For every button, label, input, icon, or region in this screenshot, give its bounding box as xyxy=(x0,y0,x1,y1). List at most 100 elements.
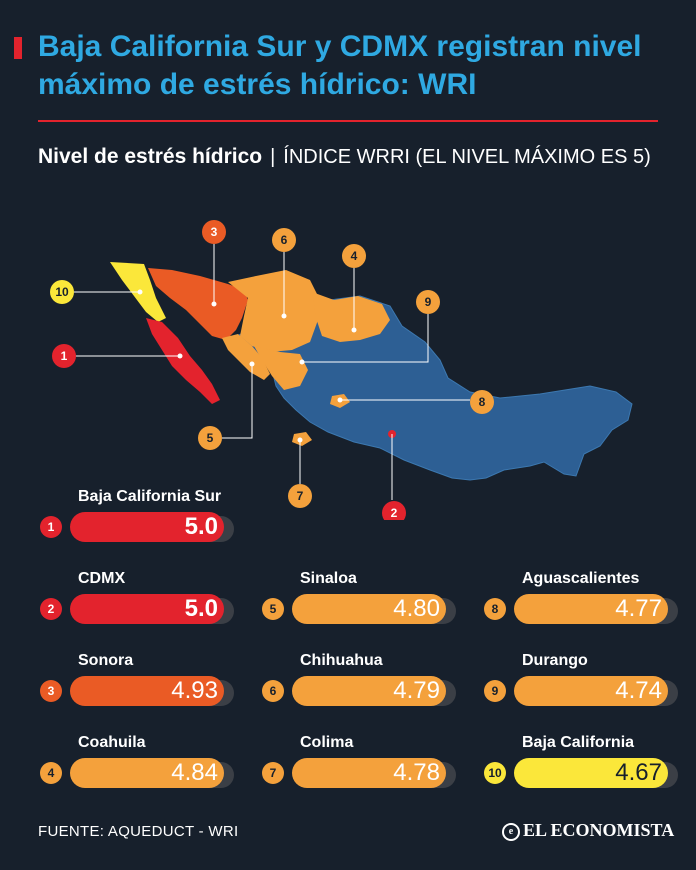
map-region-durango xyxy=(254,346,308,390)
entry-value: 4.79 xyxy=(393,677,440,704)
ranking-entry: Durango 9 4.74 xyxy=(484,652,684,712)
entry-name: Baja California xyxy=(522,734,635,751)
leader-dot-6 xyxy=(281,313,287,319)
mexico-map: 10 1 3 6 4 9 8 5 7 2 xyxy=(50,220,633,520)
ranking-entry: Aguascalientes 8 4.77 xyxy=(484,570,684,630)
leader-dot-4 xyxy=(351,327,357,333)
entry-value-bar: 5.0 xyxy=(70,594,224,624)
map-badge-2-label: 2 xyxy=(391,506,398,520)
title-accent-bar xyxy=(14,37,22,59)
subtitle-separator: | xyxy=(270,146,276,168)
leader-dot-9 xyxy=(299,359,305,365)
map-badge-5-label: 5 xyxy=(207,431,214,445)
entry-value: 4.93 xyxy=(171,677,218,704)
map-badge-1-label: 1 xyxy=(61,349,68,363)
entry-rank-badge: 1 xyxy=(40,516,62,538)
ranking-entry: Chihuahua 6 4.79 xyxy=(262,652,462,712)
ranking-entry: Sonora 3 4.93 xyxy=(40,652,240,712)
entry-name: Colima xyxy=(300,734,354,751)
map-badge-9-label: 9 xyxy=(425,295,432,309)
brand-logo: e EL ECONOMISTA xyxy=(502,820,674,841)
chart-subtitle: Nivel de estrés hídrico | ÍNDICE WRRI (EL … xyxy=(38,143,658,171)
map-region-coahuila xyxy=(312,292,390,342)
map-badge-7 xyxy=(288,484,312,508)
map-badge-10-label: 10 xyxy=(55,285,69,299)
entry-value: 4.84 xyxy=(171,759,218,786)
map-badge-3 xyxy=(202,220,226,244)
e-circle-icon: e xyxy=(502,823,520,841)
entry-rank-badge: 4 xyxy=(40,762,62,784)
entry-rank-badge: 9 xyxy=(484,680,506,702)
entry-value: 4.74 xyxy=(615,677,662,704)
leader-dot-5 xyxy=(249,361,255,367)
map-badge-10 xyxy=(50,280,74,304)
entry-name: Coahuila xyxy=(78,734,146,751)
map-badge-4 xyxy=(342,244,366,268)
entry-value-bar: 4.77 xyxy=(514,594,668,624)
entry-rank-badge: 3 xyxy=(40,680,62,702)
entry-value-bar: 4.79 xyxy=(292,676,446,706)
leader-dot-10 xyxy=(137,289,143,295)
entry-name: Baja California Sur xyxy=(78,488,222,505)
map-badge-3-label: 3 xyxy=(211,225,218,239)
entry-name: Aguascalientes xyxy=(522,570,640,587)
map-badge-7-label: 7 xyxy=(297,489,304,503)
map-region-chihuahua xyxy=(228,270,320,352)
map-badge-1 xyxy=(52,344,76,368)
entry-value-bar: 4.74 xyxy=(514,676,668,706)
entry-name: Sinaloa xyxy=(300,570,357,587)
map-region-sonora xyxy=(148,268,248,340)
map-badge-5 xyxy=(198,426,222,450)
leader-dot-7 xyxy=(297,437,303,443)
subtitle-rest: ÍNDICE WRRI (EL NIVEL MÁXIMO ES 5) xyxy=(283,146,651,168)
entry-value: 5.0 xyxy=(184,513,218,540)
entry-name: Sonora xyxy=(78,652,134,669)
map-badge-8-label: 8 xyxy=(479,395,486,409)
map-badge-8 xyxy=(470,390,494,414)
ranking-entry: Baja California 10 4.67 xyxy=(484,734,684,794)
entry-value-bar: 4.84 xyxy=(70,758,224,788)
entry-value-bar: 5.0 xyxy=(70,512,224,542)
entry-value-bar: 4.93 xyxy=(70,676,224,706)
brand-name: EL ECONOMISTA xyxy=(523,820,675,840)
entry-rank-badge: 8 xyxy=(484,598,506,620)
entry-rank-badge: 7 xyxy=(262,762,284,784)
ranking-entry: Colima 7 4.78 xyxy=(262,734,462,794)
entry-value: 5.0 xyxy=(184,595,218,622)
ranking-entry: Baja California Sur 1 5.0 xyxy=(40,488,240,548)
page-title: Baja California Sur y CDMX registran niv… xyxy=(38,30,642,101)
entry-name: Chihuahua xyxy=(300,652,383,669)
title-divider xyxy=(38,120,658,122)
entry-name: Durango xyxy=(522,652,588,669)
map-badge-6-label: 6 xyxy=(281,233,288,247)
map-region-sinaloa xyxy=(222,334,270,380)
leader-dot-8 xyxy=(337,397,343,403)
map-badge-4-label: 4 xyxy=(351,249,358,263)
entry-name: CDMX xyxy=(78,570,126,587)
entry-rank-badge: 6 xyxy=(262,680,284,702)
ranking-entry: CDMX 2 5.0 xyxy=(40,570,240,630)
source-note: FUENTE: AQUEDUCT - WRI xyxy=(38,823,239,840)
map-region-baja-california-sur xyxy=(146,318,220,404)
entry-value-bar: 4.78 xyxy=(292,758,446,788)
entry-value-bar: 4.67 xyxy=(514,758,668,788)
map-badge-6 xyxy=(272,228,296,252)
map-badge-9 xyxy=(416,290,440,314)
entry-rank-badge: 2 xyxy=(40,598,62,620)
map-region-other-states xyxy=(230,295,633,481)
subtitle-bold: Nivel de estrés hídrico xyxy=(38,145,263,168)
entry-value: 4.67 xyxy=(615,759,662,786)
entry-value-bar: 4.80 xyxy=(292,594,446,624)
ranking-entry: Coahuila 4 4.84 xyxy=(40,734,240,794)
ranking-entry: Sinaloa 5 4.80 xyxy=(262,570,462,630)
entry-value: 4.80 xyxy=(393,595,440,622)
leader-line-9 xyxy=(302,314,429,363)
map-badge-2 xyxy=(382,501,406,520)
leader-line-5 xyxy=(222,364,253,439)
entry-rank-badge: 10 xyxy=(484,762,506,784)
entry-value: 4.77 xyxy=(615,595,662,622)
entry-value: 4.78 xyxy=(393,759,440,786)
leader-dot-3 xyxy=(211,301,217,307)
entry-rank-badge: 5 xyxy=(262,598,284,620)
leader-dot-1 xyxy=(177,353,183,359)
